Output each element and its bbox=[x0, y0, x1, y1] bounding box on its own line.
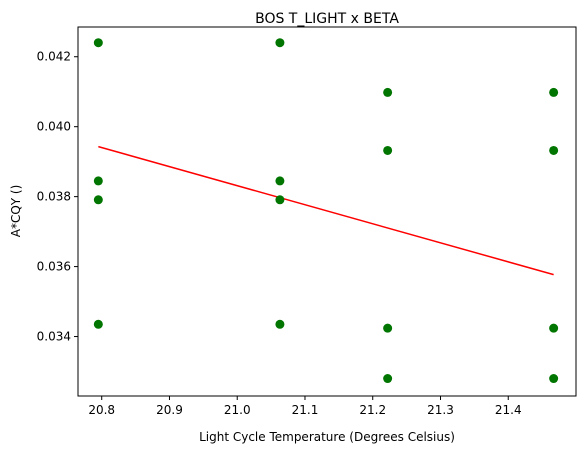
x-tick-label: 21.4 bbox=[495, 403, 522, 417]
chart-title: BOS T_LIGHT x BETA bbox=[255, 11, 399, 27]
data-point bbox=[275, 319, 285, 329]
data-point bbox=[383, 323, 393, 333]
data-point bbox=[383, 87, 393, 97]
y-axis-ticks: 0.034 0.036 0.038 0.040 0.042 bbox=[37, 50, 78, 344]
data-point bbox=[275, 195, 285, 205]
data-point bbox=[93, 176, 103, 186]
y-tick-label: 0.036 bbox=[37, 260, 71, 274]
y-tick-label: 0.034 bbox=[37, 330, 71, 344]
x-axis-label: Light Cycle Temperature (Degrees Celsius… bbox=[199, 430, 455, 444]
x-tick-label: 21.1 bbox=[292, 403, 319, 417]
y-tick-label: 0.038 bbox=[37, 190, 71, 204]
x-axis-ticks: 20.8 20.9 21.0 21.1 21.2 21.3 21.4 bbox=[88, 396, 522, 417]
x-tick-label: 21.0 bbox=[224, 403, 251, 417]
data-point bbox=[549, 323, 559, 333]
data-point bbox=[383, 374, 393, 384]
y-tick-label: 0.040 bbox=[37, 120, 71, 134]
data-point bbox=[93, 319, 103, 329]
data-point bbox=[275, 38, 285, 48]
data-point bbox=[549, 145, 559, 155]
points-layer bbox=[93, 38, 559, 384]
trend-line bbox=[98, 145, 554, 276]
y-axis-label: A*CQY () bbox=[9, 185, 23, 238]
x-tick-label: 20.8 bbox=[88, 403, 115, 417]
data-point bbox=[275, 176, 285, 186]
data-point bbox=[93, 195, 103, 205]
x-tick-label: 20.9 bbox=[156, 403, 183, 417]
data-point bbox=[383, 145, 393, 155]
x-tick-label: 21.2 bbox=[359, 403, 386, 417]
data-point bbox=[93, 38, 103, 48]
data-point bbox=[549, 374, 559, 384]
x-tick-label: 21.3 bbox=[427, 403, 454, 417]
trend-line-layer bbox=[98, 145, 554, 276]
data-point bbox=[549, 87, 559, 97]
plot-frame bbox=[77, 26, 577, 397]
y-tick-label: 0.042 bbox=[37, 50, 71, 64]
